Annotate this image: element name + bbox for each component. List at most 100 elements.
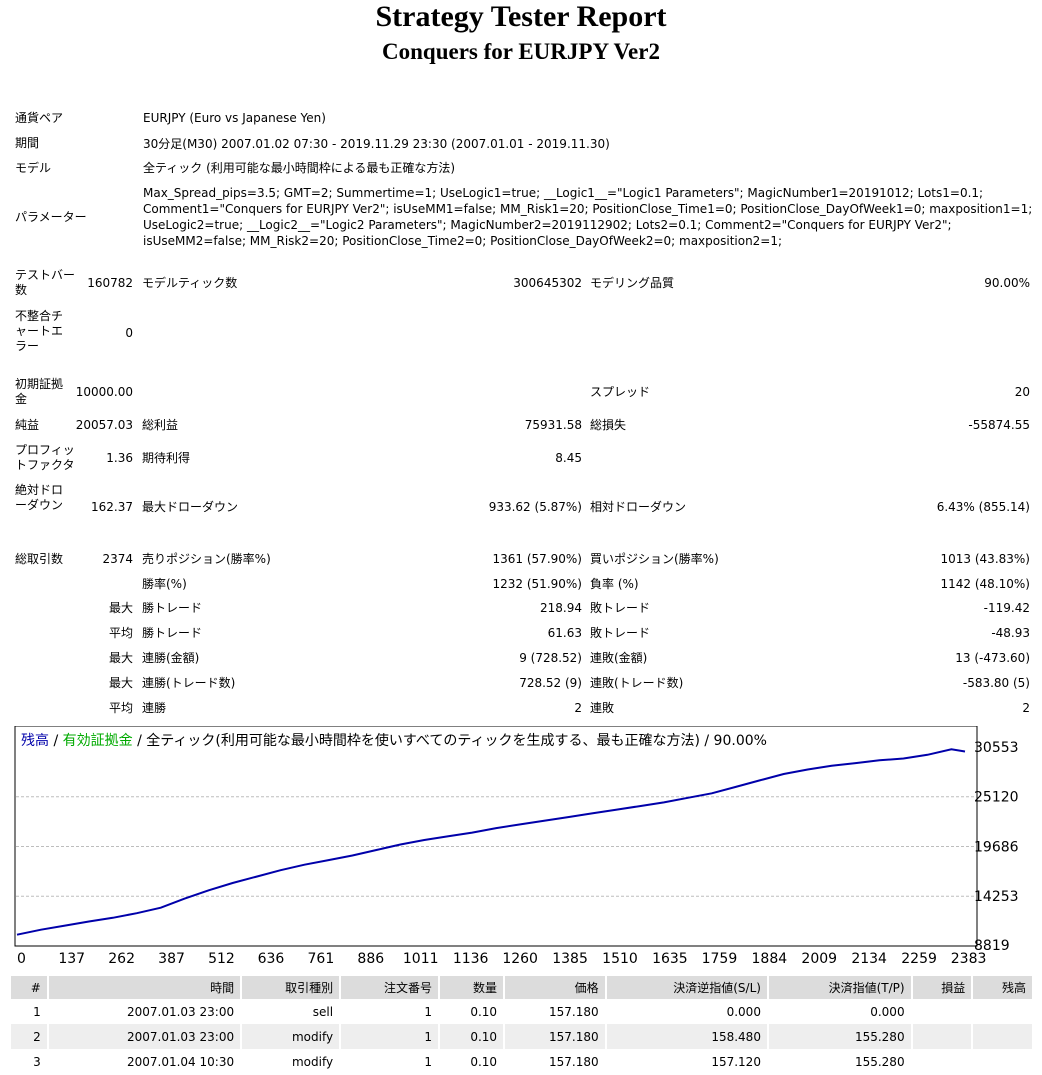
legend-balance: 残高 [21, 732, 49, 749]
column-header[interactable]: 決済逆指値(S/L) [605, 976, 769, 999]
table-cell: 157.180 [504, 999, 607, 1024]
lossrate-value: 1142 (48.10%) [940, 577, 1030, 591]
winrate-label: 勝率(%) [142, 577, 187, 591]
cons-loss-amt-value: 13 (-473.60) [955, 651, 1030, 665]
max-dd-value: 933.62 (5.87%) [488, 500, 582, 514]
legend-sep: / [49, 733, 63, 749]
avg-cons-win-value: 2 [574, 701, 582, 715]
table-cell: 2007.01.03 23:00 [47, 1024, 243, 1049]
symbol-label: 通貨ペア [15, 111, 64, 125]
column-header[interactable]: 取引種別 [241, 976, 342, 999]
chart-legend: 残高 / 有効証拠金 / 全ティック(利用可能な最小時間枠を使いすべてのティック… [21, 732, 767, 749]
quality-label: モデリング品質 [590, 276, 675, 290]
max-cons-cnt-label: 最大 [108, 676, 133, 690]
column-header[interactable]: 時間 [47, 976, 243, 999]
table-cell: 157.120 [605, 1049, 769, 1074]
gross-profit-label: 総利益 [142, 418, 179, 432]
column-header[interactable]: 決済指値(T/P) [767, 976, 913, 999]
cons-win-amt-value: 9 (728.52) [519, 651, 582, 665]
table-cell [911, 1024, 974, 1049]
x-tick-label: 886 [357, 951, 384, 967]
x-tick-label: 262 [108, 951, 135, 967]
legend-model-text: / 全ティック(利用可能な最小時間枠を使いすべてのティックを生成する、最も正確な… [133, 732, 767, 749]
largest-win-value: 218.94 [540, 601, 582, 615]
spread-label: スプレッド [590, 385, 651, 399]
table-cell: 155.280 [767, 1049, 913, 1074]
table-row: 3 2007.01.04 10:30 modify 1 0.10 157.180 157.1… [11, 1049, 1034, 1074]
y-tick-labels: 30553 25120 19686 14253 8819 [974, 740, 1019, 954]
winrate-value: 1232 (51.90%) [492, 577, 582, 591]
gross-loss-label: 総損失 [590, 418, 627, 432]
column-header[interactable]: # [11, 976, 49, 999]
period-value: 30分足(M30) 2007.01.02 07:30 - 2019.11.29 … [143, 137, 610, 151]
avg-cons-loss-label: 連敗 [590, 701, 615, 715]
abs-dd-label: 絶対ドローダウン [15, 483, 64, 512]
cons-win-amt-label: 連勝(金額) [142, 651, 200, 665]
table-cell: 3 [11, 1049, 49, 1074]
report-subtitle: Conquers for EURJPY Ver2 [382, 39, 660, 64]
table-cell [972, 1024, 1034, 1049]
largest-loss-value: -119.42 [983, 601, 1030, 615]
y-tick-label: 14253 [974, 889, 1019, 905]
short-value: 1361 (57.90%) [492, 552, 582, 566]
y-tick-label: 25120 [974, 790, 1019, 806]
table-cell: 1 [340, 1024, 441, 1049]
gross-loss-value: -55874.55 [968, 418, 1030, 432]
table-cell: sell [241, 999, 342, 1024]
rel-dd-label: 相対ドローダウン [590, 500, 687, 514]
column-header[interactable]: 価格 [504, 976, 607, 999]
table-cell [911, 999, 974, 1024]
column-header[interactable]: 数量 [439, 976, 506, 999]
table-cell [972, 1049, 1034, 1074]
gross-profit-value: 75931.58 [524, 418, 582, 432]
chart-grid [16, 796, 976, 897]
avg-loss-label: 敗トレード [590, 626, 651, 640]
balance-chart: 30553 25120 19686 14253 8819 0 137 262 387 512 63… [14, 726, 1019, 967]
avg-cons-label: 平均 [108, 701, 133, 715]
table-cell: 0.10 [439, 999, 506, 1024]
x-tick-label: 2009 [801, 951, 837, 967]
table-cell: 1 [11, 999, 49, 1024]
x-tick-label: 1260 [502, 951, 538, 967]
cons-win-cnt-value: 728.52 (9) [519, 676, 582, 690]
largest-label: 最大 [108, 601, 133, 615]
spread-value: 20 [1014, 385, 1030, 399]
table-cell: modify [241, 1049, 342, 1074]
x-tick-label: 761 [308, 951, 335, 967]
avg-win-label: 勝トレード [142, 626, 203, 640]
x-tick-label: 137 [58, 951, 85, 967]
max-cons-amt-label: 最大 [108, 651, 133, 665]
plot-frame [14, 726, 978, 947]
table-cell: 2007.01.04 10:30 [47, 1049, 243, 1074]
table-row: 2 2007.01.03 23:00 modify 1 0.10 157.180 158.4… [11, 1024, 1034, 1049]
pf-value: 1.36 [106, 451, 133, 465]
column-header[interactable]: 残高 [972, 976, 1034, 999]
y-tick-label: 8819 [974, 938, 1010, 954]
abs-dd-value: 162.37 [91, 500, 133, 514]
total-label: 総取引数 [15, 552, 64, 566]
mismatch-label: 不整合チャートエラー [15, 309, 64, 353]
avg-loss-value: -48.93 [991, 626, 1030, 640]
deposit-label: 初期証拠金 [15, 377, 64, 406]
symbol-value: EURJPY (Euro vs Japanese Yen) [143, 111, 326, 125]
largest-win-label: 勝トレード [142, 601, 203, 615]
report-title: Strategy Tester Report [375, 0, 667, 33]
table-cell [972, 999, 1034, 1024]
table-cell: 158.480 [605, 1024, 769, 1049]
params-label: パラメーター [15, 210, 87, 224]
expected-label: 期待利得 [142, 451, 191, 465]
bars-label: テストバー数 [15, 268, 76, 297]
params-value: Max_Spread_pips=3.5; GMT=2; Summertime=1… [143, 186, 1033, 248]
x-tick-label: 1385 [552, 951, 588, 967]
column-header[interactable]: 注文番号 [340, 976, 441, 999]
table-cell: 157.180 [504, 1024, 607, 1049]
deposit-value: 10000.00 [75, 385, 133, 399]
long-label: 買いポジション(勝率%) [590, 552, 719, 566]
avg-cons-win-label: 連勝 [142, 701, 167, 715]
x-tick-label: 1759 [702, 951, 738, 967]
table-cell: 157.180 [504, 1049, 607, 1074]
column-header[interactable]: 損益 [911, 976, 974, 999]
lossrate-label: 負率 (%) [590, 577, 639, 591]
net-value: 20057.03 [75, 418, 133, 432]
model-value: 全ティック (利用可能な最小時間枠による最も正確な方法) [143, 161, 456, 175]
